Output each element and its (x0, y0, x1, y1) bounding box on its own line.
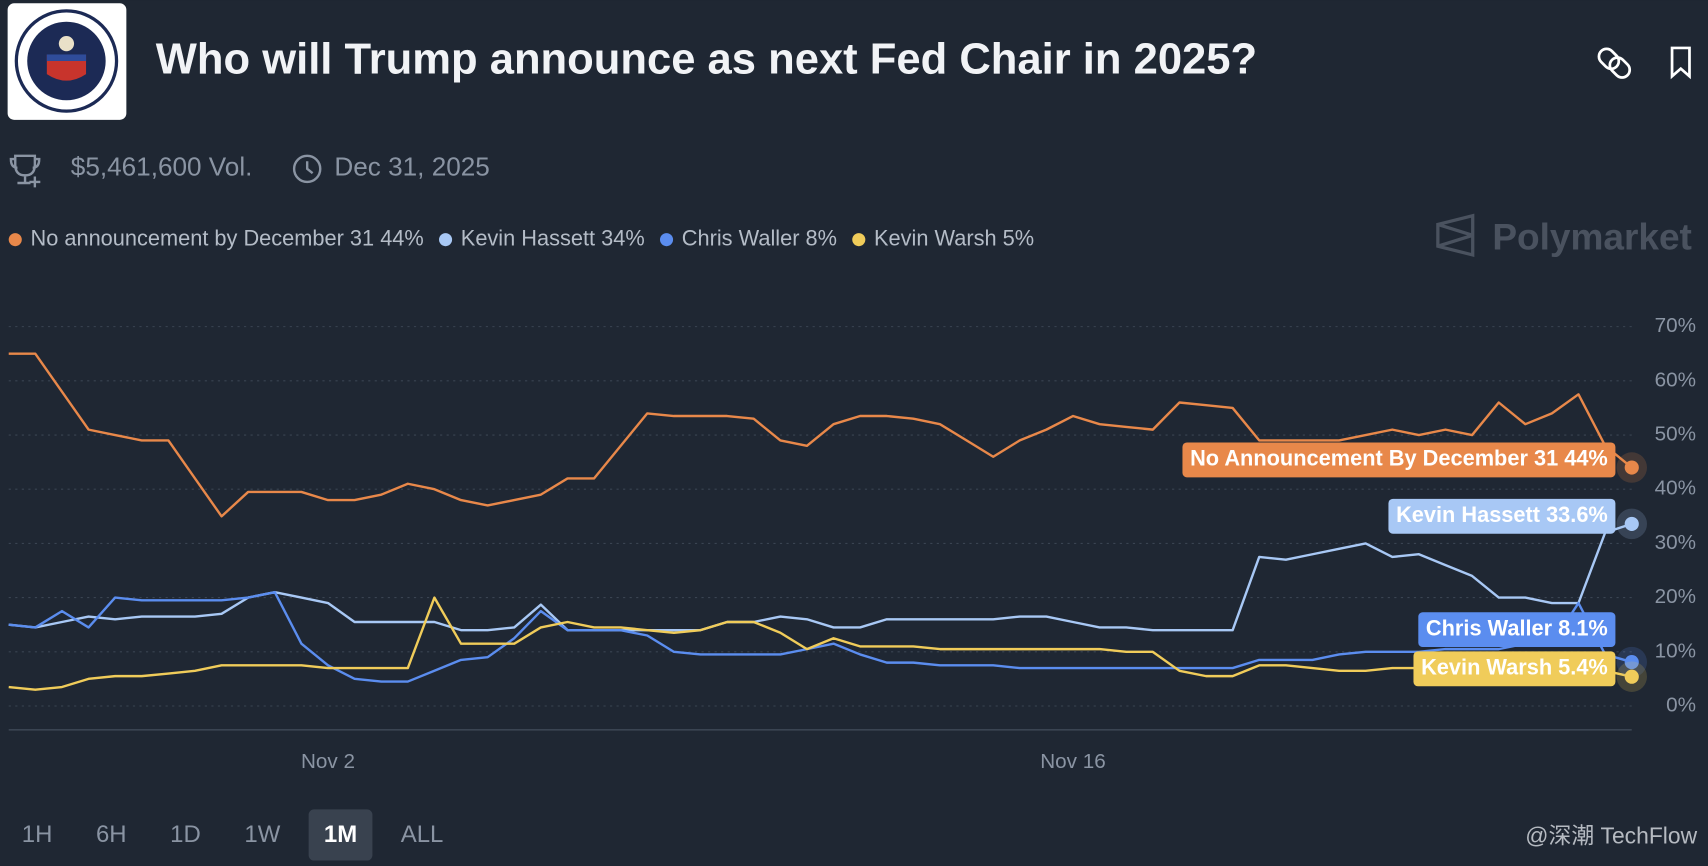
y-tick-label: 20% (1655, 585, 1696, 608)
link-icon[interactable] (1596, 46, 1633, 81)
bookmark-icon[interactable] (1670, 46, 1691, 80)
legend-dot (8, 233, 22, 247)
legend-name: Chris Waller (682, 225, 800, 250)
legend-dot (439, 233, 453, 247)
range-button-label: 1W (244, 821, 280, 848)
legend-item[interactable]: Kevin Hassett 34% (439, 225, 645, 250)
legend-name: No announcement by December 31 (31, 225, 375, 250)
range-button[interactable]: 1H (7, 809, 68, 860)
range-button[interactable]: 6H (81, 809, 142, 860)
legend-text: Kevin Hassett 34% (461, 225, 645, 250)
legend-value: 34% (601, 225, 645, 250)
y-tick-label: 40% (1655, 477, 1696, 500)
end-dot (1624, 655, 1639, 670)
trophy-icon (9, 154, 41, 188)
legend: No announcement by December 31 44% Kevin … (8, 225, 1034, 250)
legend-item[interactable]: Kevin Warsh 5% (852, 225, 1034, 250)
plot: 0% 10% 20% 30% 40% 50% 60% 70% Nov 2 Nov 16 No Ann… (8, 314, 1696, 773)
range-buttons: 1H 6H 1D 1W 1M ALL (7, 809, 458, 861)
end-label: Kevin Warsh 5.4% (1413, 651, 1616, 687)
end-label: Kevin Hassett 33.6% (1388, 498, 1616, 534)
end-label-box (1182, 442, 1616, 478)
title: Who will Trump announce as next Fed Chai… (156, 36, 1257, 84)
x-tick-label: Nov 16 (1040, 750, 1106, 773)
y-tick-label: 10% (1655, 639, 1696, 662)
range-button-label: 1H (22, 821, 53, 848)
end-label-text: Kevin Hassett 33.6% (1396, 502, 1608, 527)
legend-item[interactable]: No announcement by December 31 44% (8, 225, 424, 250)
brand: Polymarket (1436, 213, 1692, 257)
logo (7, 3, 127, 120)
end-label-box (1413, 651, 1616, 687)
series-line (8, 590, 1633, 683)
end-label-box (1418, 612, 1616, 648)
y-tick-label: 60% (1655, 368, 1696, 391)
end-label-text: Chris Waller 8.1% (1426, 615, 1608, 640)
legend-text: No announcement by December 31 44% (31, 225, 424, 250)
range-button[interactable]: 1D (155, 809, 216, 860)
series-line (8, 596, 1633, 691)
end-label-box (1388, 498, 1616, 534)
brand-name: Polymarket (1492, 215, 1692, 257)
legend-name: Kevin Warsh (874, 225, 997, 250)
range-button-label: 1M (324, 821, 357, 848)
legend-value: 8% (806, 225, 837, 250)
y-tick-label: 70% (1655, 314, 1696, 337)
y-tick-label: 50% (1655, 422, 1696, 445)
legend-name: Kevin Hassett (461, 225, 595, 250)
range-button[interactable]: 1M (308, 809, 373, 861)
legend-value: 5% (1003, 225, 1034, 250)
watermark: @深潮 TechFlow (1525, 823, 1697, 849)
end-label: Chris Waller 8.1% (1418, 612, 1616, 648)
volume: $5,461,600 Vol. (71, 152, 253, 182)
x-tick-label: Nov 2 (301, 750, 355, 773)
end-dot (1624, 516, 1639, 531)
end-dot (1624, 460, 1639, 475)
range-button-label: 6H (96, 821, 127, 848)
end-date: Dec 31, 2025 (334, 152, 489, 182)
range-button-label: ALL (401, 821, 444, 848)
end-label-text: No Announcement By December 31 44% (1190, 446, 1608, 471)
series-line (8, 522, 1633, 632)
range-button-bg (308, 809, 373, 861)
legend-text: Kevin Warsh 5% (874, 225, 1034, 250)
range-button[interactable]: ALL (385, 809, 458, 860)
y-tick-label: 0% (1666, 693, 1696, 716)
end-dot (1624, 669, 1639, 684)
legend-text: Chris Waller 8% (682, 225, 837, 250)
legend-dot (659, 233, 674, 247)
range-button[interactable]: 1W (229, 809, 295, 860)
range-button-label: 1D (170, 821, 201, 848)
y-tick-label: 30% (1655, 531, 1696, 554)
legend-item[interactable]: Chris Waller 8% (659, 225, 837, 250)
legend-dot (852, 233, 866, 247)
end-label: No Announcement By December 31 44% (1182, 442, 1616, 478)
clock-icon (292, 154, 322, 184)
end-label-text: Kevin Warsh 5.4% (1421, 655, 1608, 680)
legend-value: 44% (380, 225, 424, 250)
series-line (8, 352, 1633, 518)
